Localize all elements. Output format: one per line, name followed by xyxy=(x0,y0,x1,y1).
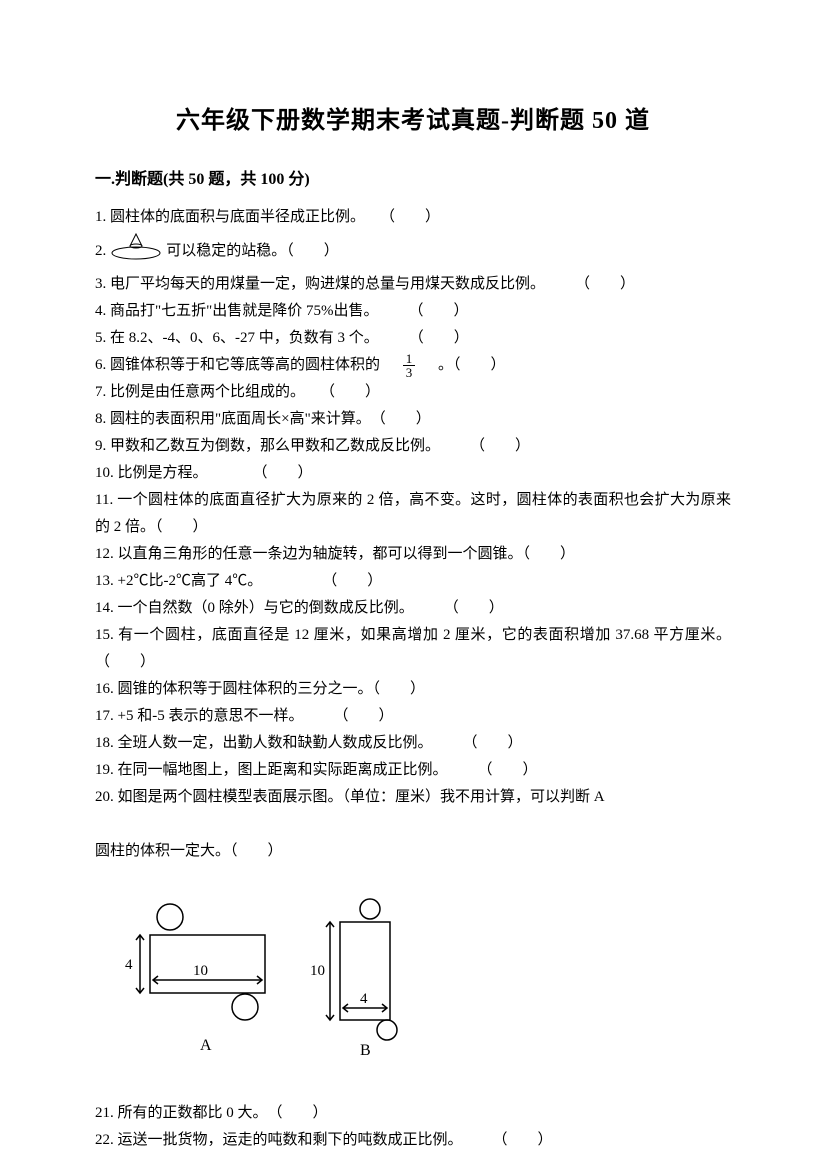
question-17: 17. +5 和-5 表示的意思不一样。 （ ） xyxy=(95,703,731,730)
question-19: 19. 在同一幅地图上，图上距离和实际距离成正比例。 （ ） xyxy=(95,757,731,784)
question-15: 15. 有一个圆柱，底面直径是 12 厘米，如果高增加 2 厘米，它的表面积增加… xyxy=(95,622,731,676)
q6-suffix: 。（ ） xyxy=(423,357,506,373)
dim-a-vertical: 4 xyxy=(125,957,133,973)
question-13: 13. +2℃比-2℃高了 4℃。 （ ） xyxy=(95,568,731,595)
question-10: 10. 比例是方程。 （ ） xyxy=(95,460,731,487)
cone-on-base-icon xyxy=(110,231,162,271)
question-21: 21. 所有的正数都比 0 大。 （ ） xyxy=(95,1100,731,1127)
question-1: 1. 圆柱体的底面积与底面半径成正比例。 （ ） xyxy=(95,204,731,231)
section-header: 一.判断题(共 50 题，共 100 分) xyxy=(95,165,731,189)
fraction-denominator: 3 xyxy=(403,366,416,379)
questions-container: 1. 圆柱体的底面积与底面半径成正比例。 （ ） 2. 可以稳定的站稳。（ ） … xyxy=(95,204,731,865)
question-2: 2. 可以稳定的站稳。（ ） xyxy=(95,231,731,271)
dim-a-horizontal: 10 xyxy=(193,963,208,979)
question-16: 16. 圆锥的体积等于圆柱体积的三分之一。（ ） xyxy=(95,676,731,703)
dim-b-vertical: 10 xyxy=(310,963,325,979)
fraction-icon: 1 3 xyxy=(403,352,416,379)
question-20b: 圆柱的体积一定大。（ ） xyxy=(95,838,731,865)
question-12: 12. 以直角三角形的任意一条边为轴旋转，都可以得到一个圆锥。（ ） xyxy=(95,541,731,568)
q2-suffix: 可以稳定的站稳。（ ） xyxy=(166,238,339,265)
question-7: 7. 比例是由任意两个比组成的。 （ ） xyxy=(95,379,731,406)
question-4: 4. 商品打"七五折"出售就是降价 75%出售。 （ ） xyxy=(95,298,731,325)
question-6: 6. 圆锥体积等于和它等底等高的圆柱体积的 1 3 。（ ） xyxy=(95,352,731,379)
questions-container-2: 21. 所有的正数都比 0 大。 （ ） 22. 运送一批货物，运走的吨数和剩下… xyxy=(95,1100,731,1154)
dim-b-horizontal: 4 xyxy=(360,991,368,1007)
question-22: 22. 运送一批货物，运走的吨数和剩下的吨数成正比例。 （ ） xyxy=(95,1127,731,1154)
question-18: 18. 全班人数一定，出勤人数和缺勤人数成反比例。 （ ） xyxy=(95,730,731,757)
label-a: A xyxy=(200,1037,212,1054)
question-3: 3. 电厂平均每天的用煤量一定，购进煤的总量与用煤天数成反比例。 （ ） xyxy=(95,271,731,298)
question-9: 9. 甲数和乙数互为倒数，那么甲数和乙数成反比例。 （ ） xyxy=(95,433,731,460)
question-20: 20. 如图是两个圆柱模型表面展示图。（单位：厘米）我不用计算，可以判断 A xyxy=(95,784,731,811)
q6-prefix: 6. 圆锥体积等于和它等底等高的圆柱体积的 xyxy=(95,357,395,373)
question-14: 14. 一个自然数（0 除外）与它的倒数成反比例。 （ ） xyxy=(95,595,731,622)
page-title: 六年级下册数学期末考试真题-判断题 50 道 xyxy=(95,100,731,135)
cylinder-diagram: 4 10 A 10 4 B xyxy=(115,895,731,1070)
fraction-numerator: 1 xyxy=(403,352,416,366)
question-11: 11. 一个圆柱体的底面直径扩大为原来的 2 倍，高不变。这时，圆柱体的表面积也… xyxy=(95,487,731,541)
question-8: 8. 圆柱的表面积用"底面周长×高"来计算。 （ ） xyxy=(95,406,731,433)
q2-prefix: 2. xyxy=(95,238,106,265)
question-5: 5. 在 8.2、-4、0、6、-27 中，负数有 3 个。 （ ） xyxy=(95,325,731,352)
label-b: B xyxy=(360,1042,371,1059)
